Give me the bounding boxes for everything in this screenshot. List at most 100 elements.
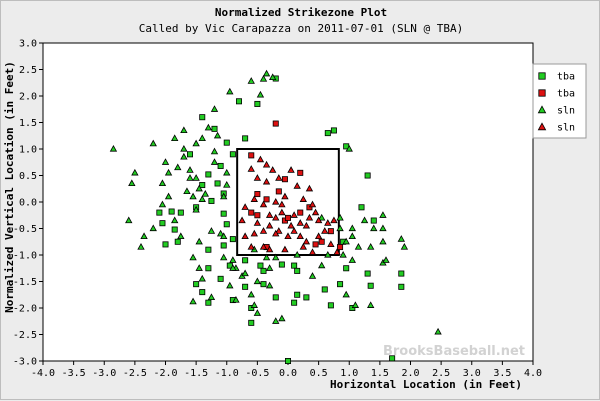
pitch-marker	[324, 219, 332, 226]
pitch-marker	[297, 169, 304, 176]
pitch-marker	[192, 205, 200, 213]
pitch-marker	[297, 209, 304, 216]
legend-marker	[537, 122, 547, 131]
pitch-marker	[205, 299, 212, 306]
pitch-marker	[207, 293, 216, 301]
pitch-marker	[205, 171, 212, 178]
pitch-marker	[216, 229, 225, 237]
pitch-marker	[275, 188, 282, 195]
pitch-marker	[174, 238, 181, 245]
pitch-marker	[272, 229, 280, 237]
pitch-marker	[238, 216, 246, 224]
pitch-marker	[253, 219, 262, 226]
pitch-marker	[312, 241, 319, 248]
pitch-marker	[281, 192, 289, 200]
x-tick-label: -1.0	[215, 368, 239, 379]
pitch-marker	[275, 174, 283, 181]
pitch-marker	[302, 221, 311, 229]
pitch-marker	[345, 144, 353, 152]
pitch-marker	[180, 144, 188, 152]
pitch-marker	[193, 281, 200, 288]
pitch-marker	[256, 155, 265, 163]
pitch-marker	[192, 139, 200, 147]
pitch-marker	[168, 208, 175, 215]
pitch-marker	[284, 232, 292, 240]
pitch-marker	[398, 283, 405, 290]
pitch-marker	[262, 253, 271, 261]
pitch-marker	[223, 168, 231, 176]
pitch-marker	[294, 267, 301, 274]
pitch-marker	[291, 262, 298, 269]
pitch-marker	[242, 135, 249, 142]
pitch-marker	[180, 126, 188, 134]
pitch-marker	[364, 172, 371, 179]
pitch-marker	[278, 200, 286, 208]
pitch-marker	[318, 238, 325, 245]
pitch-marker	[367, 282, 374, 289]
x-tick-label: 1.5	[371, 368, 389, 379]
pitch-marker	[174, 163, 182, 171]
pitch-marker	[217, 275, 224, 282]
pitch-marker	[318, 261, 326, 269]
pitch-marker	[247, 77, 255, 84]
pitch-marker	[327, 228, 334, 235]
pitch-marker	[137, 243, 145, 250]
pitch-marker	[208, 197, 215, 204]
pitch-marker	[253, 309, 262, 316]
pitch-marker	[220, 210, 227, 217]
legend-marker	[538, 89, 546, 97]
y-tick-label: 1.0	[19, 145, 37, 156]
pitch-marker	[360, 216, 369, 224]
pitch-marker	[248, 209, 255, 216]
pitch-marker	[180, 152, 188, 160]
pitch-marker	[164, 192, 173, 200]
y-tick-label: -1.5	[13, 277, 37, 288]
pitch-marker	[220, 253, 228, 261]
pitch-marker	[262, 177, 271, 185]
pitch-marker	[257, 262, 264, 269]
pitch-marker	[186, 174, 194, 181]
pitch-marker	[177, 209, 184, 216]
pitch-marker	[275, 227, 283, 234]
pitch-marker	[265, 245, 274, 253]
pitch-marker	[348, 232, 356, 240]
legend-label: tba	[557, 72, 575, 83]
pitch-marker	[305, 184, 314, 192]
data-points	[109, 69, 442, 364]
pitch-marker	[370, 224, 378, 232]
pitch-marker	[272, 213, 280, 221]
y-tick-label: 2.0	[19, 92, 37, 103]
x-axis-label: Horizontal Location (in Feet)	[330, 378, 522, 391]
pitch-marker	[333, 248, 341, 255]
pitch-marker	[330, 216, 338, 224]
x-tick-label: 0.5	[310, 368, 328, 379]
pitch-marker	[162, 241, 169, 248]
pitch-marker	[299, 243, 307, 250]
pitch-marker	[253, 277, 262, 285]
pitch-marker	[281, 245, 289, 253]
pitch-marker	[278, 261, 285, 268]
pitch-marker	[382, 256, 390, 263]
pitch-marker	[434, 327, 442, 335]
pitch-marker	[302, 237, 311, 245]
pitch-marker	[284, 214, 291, 221]
pitch-marker	[241, 232, 249, 240]
pitch-marker	[186, 151, 193, 158]
pitch-marker	[199, 114, 206, 121]
pitch-marker	[161, 158, 170, 165]
pitch-marker	[128, 179, 136, 187]
pitch-marker	[183, 187, 191, 195]
x-tick-label: 1.0	[340, 368, 358, 379]
series-tba-square	[156, 75, 405, 364]
pitch-marker	[204, 123, 213, 131]
pitch-marker	[235, 98, 242, 105]
pitch-marker	[205, 265, 212, 272]
pitch-marker	[242, 283, 249, 290]
x-tick-label: -4.0	[31, 368, 55, 379]
pitch-marker	[358, 204, 365, 211]
pitch-marker	[293, 250, 301, 258]
pitch-marker	[342, 237, 350, 245]
pitch-marker	[254, 212, 261, 219]
x-tick-label: -3.0	[92, 368, 116, 379]
pitch-marker	[232, 296, 240, 303]
